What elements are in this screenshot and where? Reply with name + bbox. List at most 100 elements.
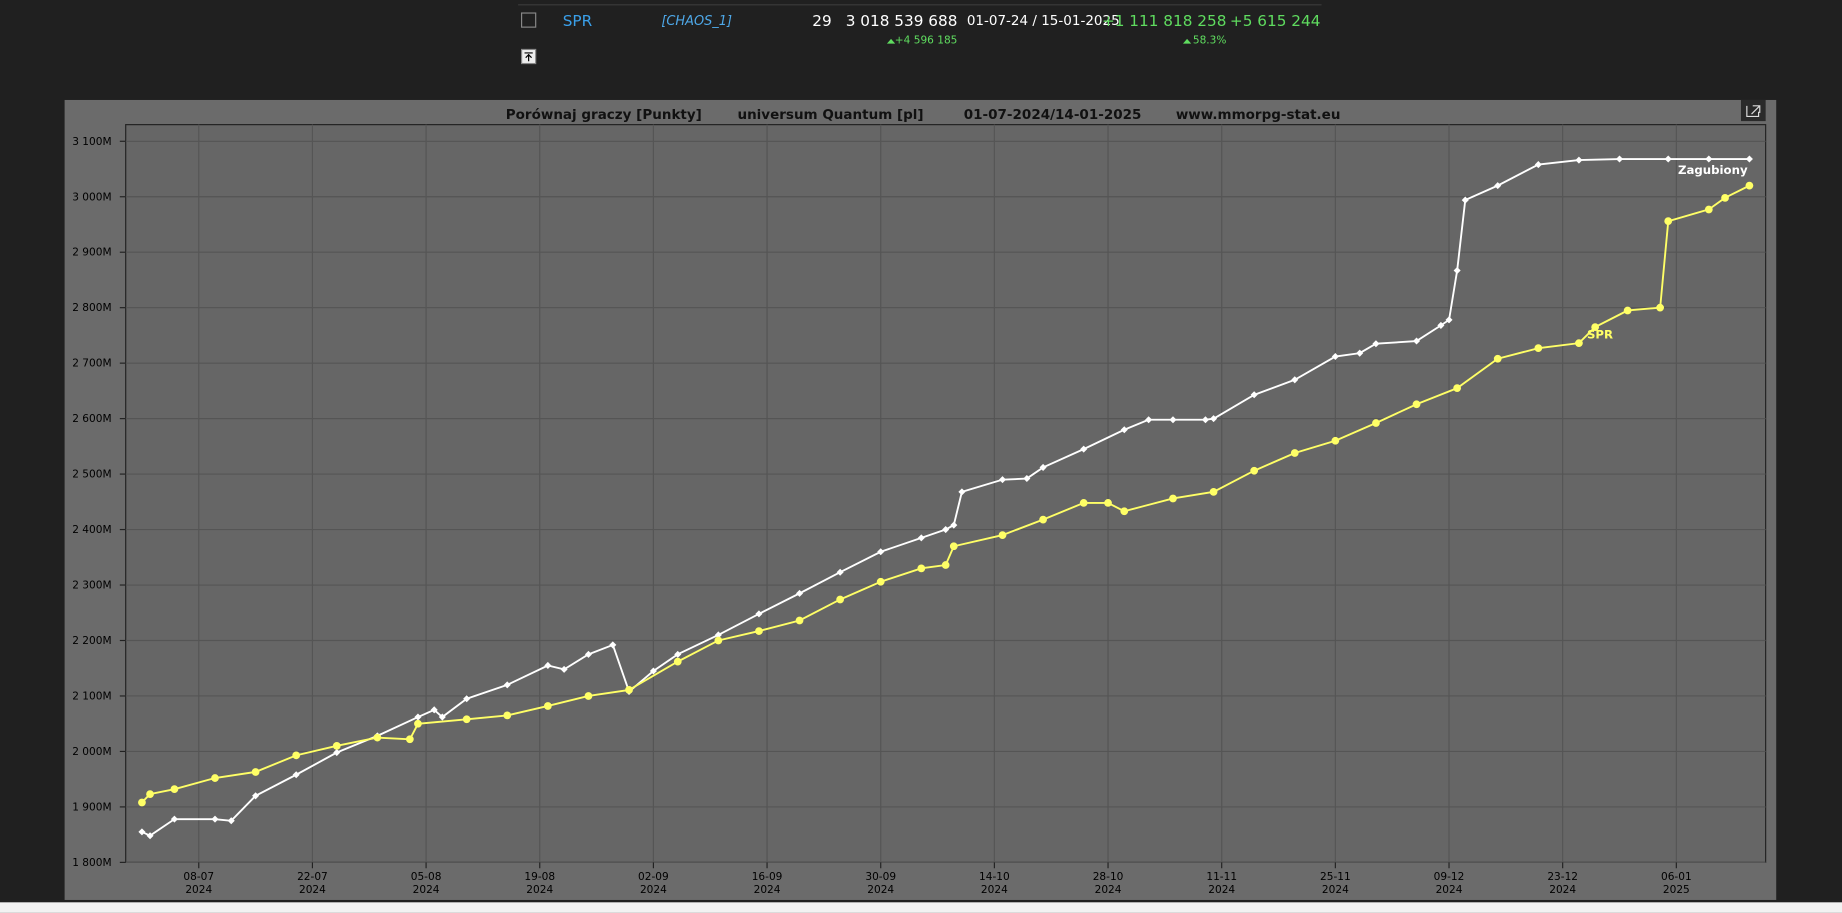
y-tick-label: 2 100M — [72, 690, 111, 702]
series-label: Zagubiony — [1678, 163, 1748, 177]
point-marker — [1615, 155, 1624, 163]
point-marker — [1413, 337, 1421, 345]
point-marker — [1372, 340, 1380, 348]
point-marker — [462, 715, 471, 724]
x-tick-label: 22-07 2024 — [297, 871, 328, 896]
point-marker — [1623, 306, 1632, 315]
chart-title: Porównaj graczy [Punkty] — [506, 107, 702, 123]
y-tick-label: 3 100M — [72, 136, 111, 148]
period: 01-07-24 / 15-01-2025 — [967, 13, 1120, 29]
y-tick-label: 2 700M — [72, 358, 111, 370]
y-tick-label: 2 300M — [72, 580, 111, 592]
y-tick-label: 2 000M — [72, 746, 111, 758]
point-marker — [876, 577, 885, 586]
point-marker — [463, 695, 471, 703]
point-marker — [560, 665, 568, 673]
collapse-button[interactable] — [520, 48, 537, 65]
expand-button[interactable] — [1740, 99, 1766, 122]
chart-date-range: 01-07-2024/14-01-2025 — [964, 107, 1142, 123]
point-marker — [414, 719, 422, 728]
point-marker — [1445, 316, 1453, 324]
point-marker — [146, 832, 154, 840]
row-checkbox[interactable] — [520, 12, 537, 28]
chart-subtitle: universum Quantum [pl] — [737, 107, 923, 123]
point-marker — [438, 713, 446, 721]
point-marker — [1291, 376, 1299, 384]
player-name[interactable]: SPR — [563, 12, 593, 30]
point-marker — [1534, 344, 1543, 353]
point-marker — [211, 815, 219, 823]
point-marker — [1356, 349, 1364, 357]
point-marker — [1120, 426, 1128, 434]
up-arrow — [1182, 38, 1192, 44]
point-marker — [1705, 155, 1713, 163]
point-marker — [674, 650, 682, 658]
point-marker — [1120, 507, 1129, 516]
y-tick-label: 2 900M — [72, 247, 111, 259]
x-tick-label: 28-10 2024 — [1093, 871, 1124, 896]
point-marker — [917, 564, 926, 573]
point-marker — [584, 692, 593, 700]
gain-percent: 58.3% — [1193, 35, 1227, 47]
series-label: SPR — [1587, 327, 1613, 341]
point-marker — [1331, 352, 1339, 361]
point-marker — [1656, 303, 1664, 312]
point-marker — [332, 742, 341, 750]
point-marker — [609, 641, 617, 649]
x-tick-label: 23-12 2024 — [1547, 871, 1578, 896]
point-marker — [714, 636, 723, 645]
point-marker — [251, 768, 260, 776]
y-tick-label: 2 400M — [72, 524, 111, 536]
x-tick-label: 02-09 2024 — [638, 871, 669, 896]
point-marker — [1023, 475, 1031, 483]
point-marker — [673, 657, 682, 666]
point-marker — [414, 713, 422, 721]
point-marker — [1461, 196, 1469, 204]
chart-source: www.mmorpg-stat.eu — [1176, 107, 1341, 123]
point-marker — [1209, 487, 1218, 496]
point-marker — [211, 774, 219, 782]
point-marker — [649, 667, 657, 675]
point-marker — [405, 735, 414, 744]
point-marker — [1290, 449, 1299, 457]
point-marker — [795, 616, 804, 625]
player-alliance[interactable]: [CHAOS_1] — [661, 14, 732, 29]
point-marker — [146, 790, 154, 799]
point-marker — [543, 702, 552, 710]
point-marker — [836, 568, 844, 576]
player-rank: 29 — [812, 12, 831, 30]
point-marker — [503, 711, 512, 720]
point-marker — [1704, 205, 1713, 214]
point-marker — [430, 706, 438, 714]
last-change: +5 615 244 — [1230, 12, 1320, 30]
point-marker — [138, 798, 146, 807]
x-tick-label: 16-09 2024 — [752, 871, 783, 896]
x-tick-label: 09-12 2024 — [1434, 871, 1465, 896]
point-marker — [1591, 323, 1600, 331]
x-tick-label: 25-11 2024 — [1320, 871, 1351, 896]
point-marker — [1169, 494, 1177, 503]
point-marker — [1169, 416, 1177, 424]
x-tick-label: 06-01 2025 — [1661, 871, 1692, 896]
point-marker — [836, 595, 845, 604]
point-marker — [1145, 416, 1153, 424]
point-marker — [1079, 499, 1088, 507]
point-marker — [1493, 354, 1502, 363]
x-tick-label: 19-08 2024 — [524, 871, 555, 896]
gain: +1 111 818 258 — [1102, 12, 1226, 30]
x-tick-label: 11-11 2024 — [1206, 871, 1237, 896]
point-marker — [998, 531, 1007, 539]
x-tick-label: 05-08 2024 — [411, 871, 442, 896]
point-marker — [373, 733, 382, 742]
point-marker — [1575, 156, 1583, 164]
point-marker — [755, 627, 763, 635]
y-tick-label: 2 800M — [72, 302, 111, 314]
point-marker — [170, 785, 179, 794]
point-marker — [1745, 181, 1754, 190]
point-marker — [1331, 436, 1340, 445]
point-marker — [958, 488, 966, 496]
point-marker — [796, 589, 804, 597]
point-marker — [1664, 155, 1672, 163]
point-marker — [1721, 193, 1729, 202]
